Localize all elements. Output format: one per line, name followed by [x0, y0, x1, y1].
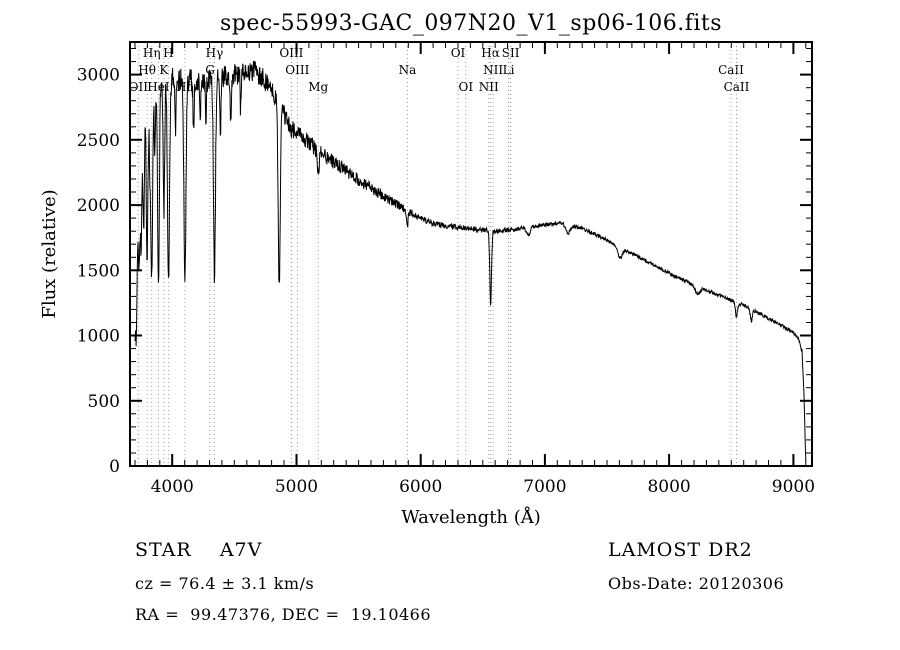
- y-tick-label: 1500: [77, 261, 120, 281]
- spectral-line-label: OIII: [285, 63, 309, 77]
- spectral-line-label: CaII: [718, 63, 744, 77]
- spectral-line-label: OIII: [279, 46, 303, 60]
- spectrum-trace-group: [134, 60, 807, 462]
- spectral-line-label: NII: [479, 80, 499, 94]
- obs-date-text: Obs-Date: 20120306: [608, 574, 784, 593]
- spectral-line-label: K: [159, 63, 169, 77]
- spectral-line-label: Na: [399, 63, 417, 77]
- x-tick-label: 8000: [647, 477, 690, 497]
- x-axis-label: Wavelength (Å): [401, 506, 541, 528]
- spectral-line-label: Hα: [481, 46, 500, 60]
- y-tick-label: 500: [88, 392, 120, 412]
- y-tick-label: 2000: [77, 196, 120, 216]
- spectral-line-label: NII: [483, 63, 503, 77]
- spectral-line-label: OII: [129, 80, 149, 94]
- spectral-line-label: H: [163, 46, 173, 60]
- spectrum-line: [134, 60, 807, 462]
- spectral-line-label: Mg: [308, 80, 328, 94]
- y-tick-label: 1000: [77, 327, 120, 347]
- plot-title: spec-55993-GAC_097N20_V1_sp06-106.fits: [220, 11, 722, 36]
- spectral-line-label: Hη: [143, 46, 161, 60]
- axis-ticks-group: 4000 5000 6000 7000 8000 9000 0 500 1000 1500 2000…: [77, 42, 815, 497]
- survey-text: LAMOST DR2: [608, 539, 753, 561]
- x-tick-label: 4000: [151, 477, 194, 497]
- y-tick-label: 2500: [77, 131, 120, 151]
- spectral-line-label: SII: [502, 46, 520, 60]
- spectral-line-label: Hθ: [138, 63, 156, 77]
- spectral-line-label: OI: [459, 80, 474, 94]
- spectral-line-label: HeI: [147, 80, 170, 94]
- x-tick-label: 5000: [275, 477, 318, 497]
- y-tick-label: 3000: [77, 66, 120, 86]
- x-tick-label: 6000: [399, 477, 442, 497]
- spectral-line-label: CaII: [724, 80, 750, 94]
- x-tick-label: 9000: [772, 477, 815, 497]
- plot-frame: [129, 41, 813, 467]
- radec-text: RA = 99.47376, DEC = 19.10466: [135, 605, 431, 624]
- star-class-text: STAR A7V: [135, 539, 262, 561]
- spectral-line-label: Hγ: [206, 46, 224, 60]
- spectral-line-label: OI: [451, 46, 466, 60]
- y-tick-label: 0: [109, 457, 120, 477]
- x-tick-label: 7000: [523, 477, 566, 497]
- y-axis-label: Flux (relative): [39, 189, 60, 318]
- cz-text: cz = 76.4 ± 3.1 km/s: [135, 574, 314, 593]
- spectral-line-label: Li: [503, 63, 515, 77]
